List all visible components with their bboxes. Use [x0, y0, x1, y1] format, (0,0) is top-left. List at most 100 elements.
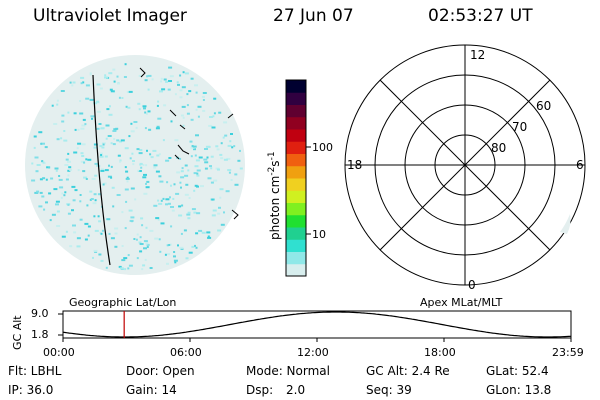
speckle — [192, 145, 197, 148]
speckle — [89, 72, 92, 75]
speckle — [91, 177, 96, 180]
speckle — [94, 174, 98, 177]
speckle — [161, 88, 166, 91]
speckle — [107, 175, 112, 178]
speckle — [194, 244, 196, 247]
speckle — [212, 209, 217, 212]
speckle — [209, 165, 212, 168]
speckle — [99, 152, 103, 155]
speckle — [110, 237, 115, 240]
speckle — [71, 185, 76, 188]
speckle — [55, 200, 60, 203]
mlt-label-18: 18 — [347, 158, 362, 172]
speckle — [168, 66, 173, 69]
speckle — [186, 104, 189, 107]
speckle — [231, 146, 234, 149]
speckle — [60, 90, 65, 92]
colorbar-band — [286, 80, 306, 93]
speckle — [172, 197, 175, 200]
speckle — [165, 80, 169, 83]
speckle — [146, 180, 150, 183]
speckle — [158, 202, 163, 205]
speckle — [156, 154, 160, 157]
terminator-line — [92, 74, 111, 266]
speckle — [179, 74, 182, 77]
speckle — [41, 142, 45, 145]
speckle — [100, 232, 103, 235]
speckle — [124, 147, 129, 150]
speckle — [230, 179, 233, 181]
speckle — [56, 210, 60, 213]
speckle — [42, 161, 45, 164]
speckle — [51, 213, 56, 216]
speckle — [190, 118, 194, 121]
speckle — [125, 170, 129, 173]
speckle — [94, 199, 97, 202]
speckle — [212, 115, 215, 118]
speckle — [65, 230, 68, 233]
speckle — [138, 74, 142, 77]
speckle — [124, 268, 127, 271]
speckle — [72, 199, 76, 202]
speckle — [65, 178, 69, 181]
speckle — [125, 105, 128, 108]
colorbar-band — [286, 178, 306, 191]
speckle — [119, 267, 124, 270]
speckle — [98, 220, 102, 223]
speckle — [125, 200, 128, 203]
speckle — [100, 127, 105, 130]
speckle — [100, 169, 105, 172]
speckle — [60, 196, 63, 199]
speckle — [173, 255, 176, 258]
speckle — [185, 183, 189, 186]
speckle — [124, 63, 127, 66]
speckle — [138, 241, 142, 244]
speckle — [71, 209, 74, 212]
speckle — [85, 158, 88, 161]
dsp-value: 2.0 — [286, 383, 306, 397]
speckle — [184, 174, 189, 177]
speckle — [113, 80, 116, 83]
speckle — [56, 103, 59, 106]
speckle — [89, 98, 94, 101]
speckle — [54, 167, 59, 170]
speckle — [180, 170, 184, 173]
speckle — [69, 245, 73, 248]
speckle — [229, 140, 232, 143]
colorbar-band — [286, 239, 306, 252]
speckle — [126, 176, 129, 179]
speckle — [160, 80, 163, 83]
observation-date: 27 Jun 07 — [273, 6, 354, 26]
speckle — [67, 160, 71, 163]
speckle — [142, 264, 146, 267]
speckle — [160, 199, 163, 202]
speckle — [48, 166, 51, 169]
speckle — [61, 192, 64, 195]
speckle — [182, 71, 185, 74]
instrument-title: Ultraviolet Imager — [33, 6, 187, 26]
speckle — [146, 149, 148, 152]
speckle — [94, 162, 99, 165]
speckle — [181, 167, 184, 170]
speckle — [140, 217, 144, 220]
speckle — [187, 217, 191, 220]
speckle — [63, 194, 66, 197]
speckle — [176, 81, 179, 84]
speckle — [193, 189, 196, 192]
speckle — [180, 176, 185, 179]
speckle — [98, 123, 102, 125]
speckle — [139, 149, 143, 151]
speckle — [83, 176, 88, 179]
speckle — [97, 215, 100, 218]
speckle — [166, 181, 169, 184]
speckle — [87, 234, 90, 237]
speckle — [155, 127, 160, 130]
mlt-label-12: 12 — [470, 48, 485, 62]
speckle — [67, 174, 70, 177]
speckle — [147, 88, 150, 91]
speckle — [64, 191, 67, 194]
speckle — [230, 133, 233, 135]
speckle — [53, 123, 58, 125]
mlt-label-0: 0 — [468, 278, 476, 292]
speckle — [76, 237, 81, 240]
